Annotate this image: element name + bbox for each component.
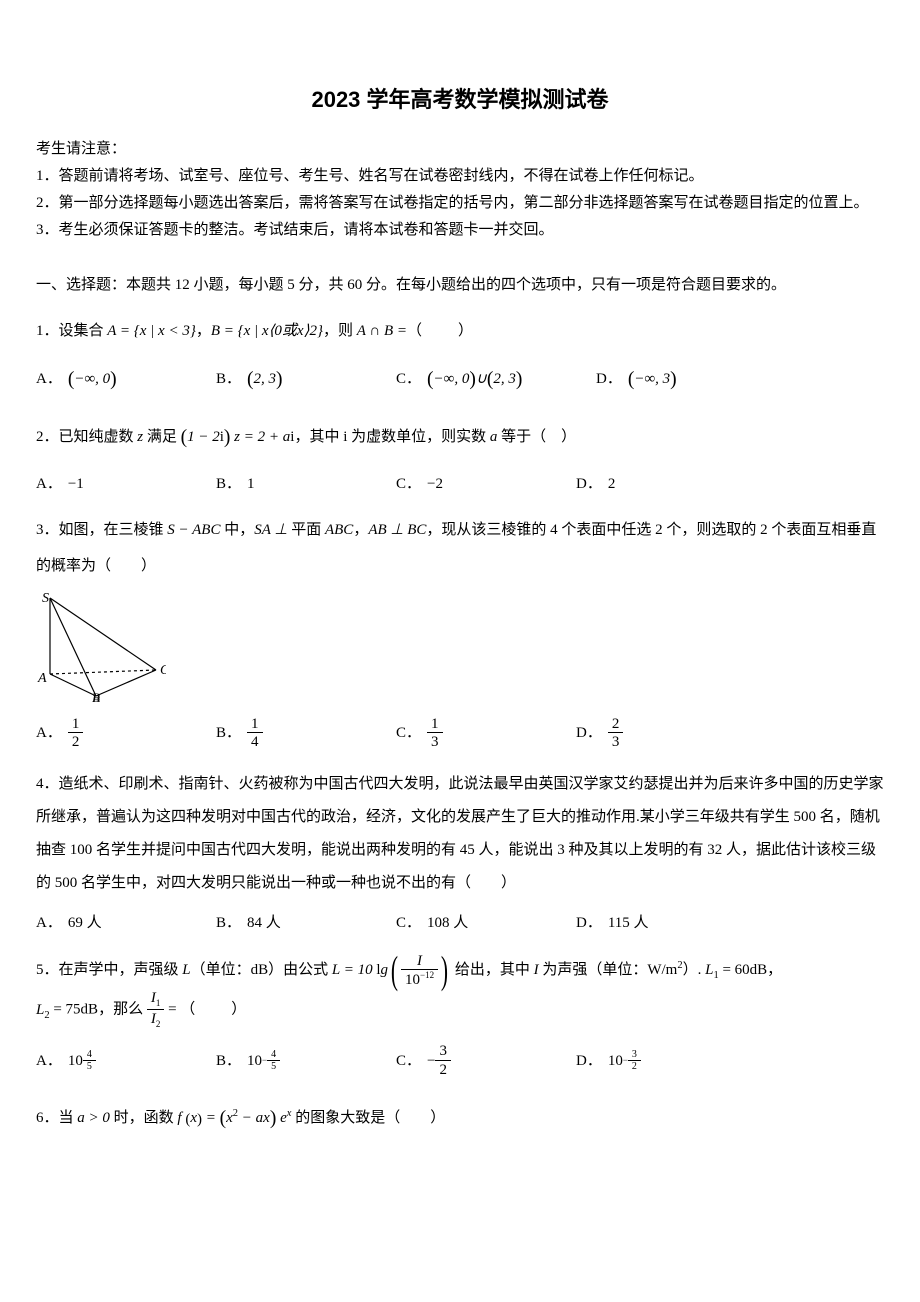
q1-math-B: B = {x | x⟨0或x⟩2} <box>211 323 323 339</box>
q1-opt-D: D．(−∞, 3) <box>596 359 776 401</box>
frac-I1-I2: I1I2 <box>147 990 165 1030</box>
q6-pre: 6．当 <box>36 1110 77 1126</box>
q3-opt-C: C．13 <box>396 712 576 754</box>
frac-1-3: 13 <box>427 716 443 752</box>
frac-2-3: 23 <box>608 716 624 752</box>
q4-opt-D: D．115 人 <box>576 910 756 937</box>
instructions-heading: 考生请注意： <box>36 136 884 163</box>
q1-pre: 1．设集合 <box>36 323 107 339</box>
q3-pre: 3．如图，在三棱锥 <box>36 522 167 538</box>
question-2: 2．已知纯虚数 z 满足 (1 − 2i) z = 2 + ai，其中 i 为虚… <box>36 415 884 462</box>
q4-opt-B: B．84 人 <box>216 910 396 937</box>
q1-mid2: ，则 <box>323 323 357 339</box>
q3-mid1: 中， <box>220 522 254 538</box>
q3-m3: AB ⊥ BC <box>368 522 426 538</box>
q5-opt-B: B．10−45 <box>216 1040 396 1082</box>
q1-opt-B: B．(2, 3) <box>216 359 396 401</box>
q2-opt-A: A．−1 <box>36 471 216 498</box>
q1-options: A．((−∞, 0)−∞, 0) B．(2, 3) C．(−∞, 0) ∪ (2… <box>36 359 884 401</box>
question-3: 3．如图，在三棱锥 S − ABC 中，SA ⊥ 平面 ABC，AB ⊥ BC，… <box>36 512 884 584</box>
q3-m2: SA ⊥ <box>254 522 291 538</box>
formula-bracket: (I10−12) <box>388 951 451 990</box>
svg-text:B: B <box>92 692 100 702</box>
q5-pre: 5．在声学中，声强级 <box>36 962 182 978</box>
q2-opt-C: C．−2 <box>396 471 576 498</box>
q1-opt-C: C．(−∞, 0) ∪ (2, 3) <box>396 359 596 401</box>
question-1: 1．设集合 A = {x | x < 3}，B = {x | x⟨0或x⟩2}，… <box>36 313 884 349</box>
q5-opt-D: D．10−32 <box>576 1040 756 1082</box>
q2-opt-B: B．1 <box>216 471 396 498</box>
q1-math-A: A = {x | x < 3} <box>107 323 196 339</box>
question-4: 4．造纸术、印刷术、指南针、火药被称为中国古代四大发明，此说法最早由英国汉学家艾… <box>36 768 884 900</box>
q5-options: A．1045 B．10−45 C．−32 D．10−32 <box>36 1040 884 1082</box>
instruction-3: 3．考生必须保证答题卡的整洁。考试结束后，请将本试卷和答题卡一并交回。 <box>36 217 884 244</box>
q2-opt-D: D．2 <box>576 471 756 498</box>
instruction-1: 1．答题前请将考场、试室号、座位号、考生号、姓名写在试卷密封线内，不得在试卷上作… <box>36 163 884 190</box>
q3-m1: S − ABC <box>167 522 220 538</box>
q2-mid2: ，其中 i 为虚数单位，则实数 <box>294 429 489 445</box>
q1-opt-A: A．((−∞, 0)−∞, 0) <box>36 359 216 401</box>
q5-opt-A: A．1045 <box>36 1040 216 1082</box>
instruction-2: 2．第一部分选择题每小题选出答案后，需将答案写在试卷指定的括号内，第二部分非选择… <box>36 190 884 217</box>
q3-options: A．12 B．14 C．13 D．23 <box>36 712 884 754</box>
q2-mid1: 满足 <box>143 429 181 445</box>
svg-text:S: S <box>42 592 49 606</box>
q3-opt-A: A．12 <box>36 712 216 754</box>
frac-1-2: 12 <box>68 716 84 752</box>
exam-page: 2023 学年高考数学模拟测试卷 考生请注意： 1．答题前请将考场、试室号、座位… <box>0 0 920 1183</box>
page-title: 2023 学年高考数学模拟测试卷 <box>36 80 884 120</box>
q4-options: A．69 人 B．84 人 C．108 人 D．115 人 <box>36 910 884 937</box>
q1-math-inter: A ∩ B = <box>357 323 407 339</box>
q2-tail: 等于（ ） <box>497 429 576 445</box>
tetrahedron-icon: S A B B C <box>36 592 166 702</box>
q3-opt-B: B．14 <box>216 712 396 754</box>
q1-tail: （ ） <box>407 323 475 339</box>
question-5: 5．在声学中，声强级 L（单位：dB）由公式 L = 10 lg(I10−12)… <box>36 951 884 1030</box>
q1-mid1: ， <box>196 323 211 339</box>
q4-opt-C: C．108 人 <box>396 910 576 937</box>
q5-opt-C: C．−32 <box>396 1040 576 1082</box>
frac-1-4: 14 <box>247 716 263 752</box>
q2-pre: 2．已知纯虚数 <box>36 429 137 445</box>
svg-text:C: C <box>160 663 166 678</box>
q3-figure: S A B B C <box>36 592 884 702</box>
q3-opt-D: D．23 <box>576 712 756 754</box>
q3-mid2: ， <box>353 522 368 538</box>
section-1-heading: 一、选择题：本题共 12 小题，每小题 5 分，共 60 分。在每小题给出的四个… <box>36 272 884 299</box>
question-6: 6．当 a > 0 时，函数 f (x) = (x2 − ax) ex 的图象大… <box>36 1096 884 1143</box>
q4-opt-A: A．69 人 <box>36 910 216 937</box>
svg-text:A: A <box>37 671 47 686</box>
q2-options: A．−1 B．1 C．−2 D．2 <box>36 471 884 498</box>
